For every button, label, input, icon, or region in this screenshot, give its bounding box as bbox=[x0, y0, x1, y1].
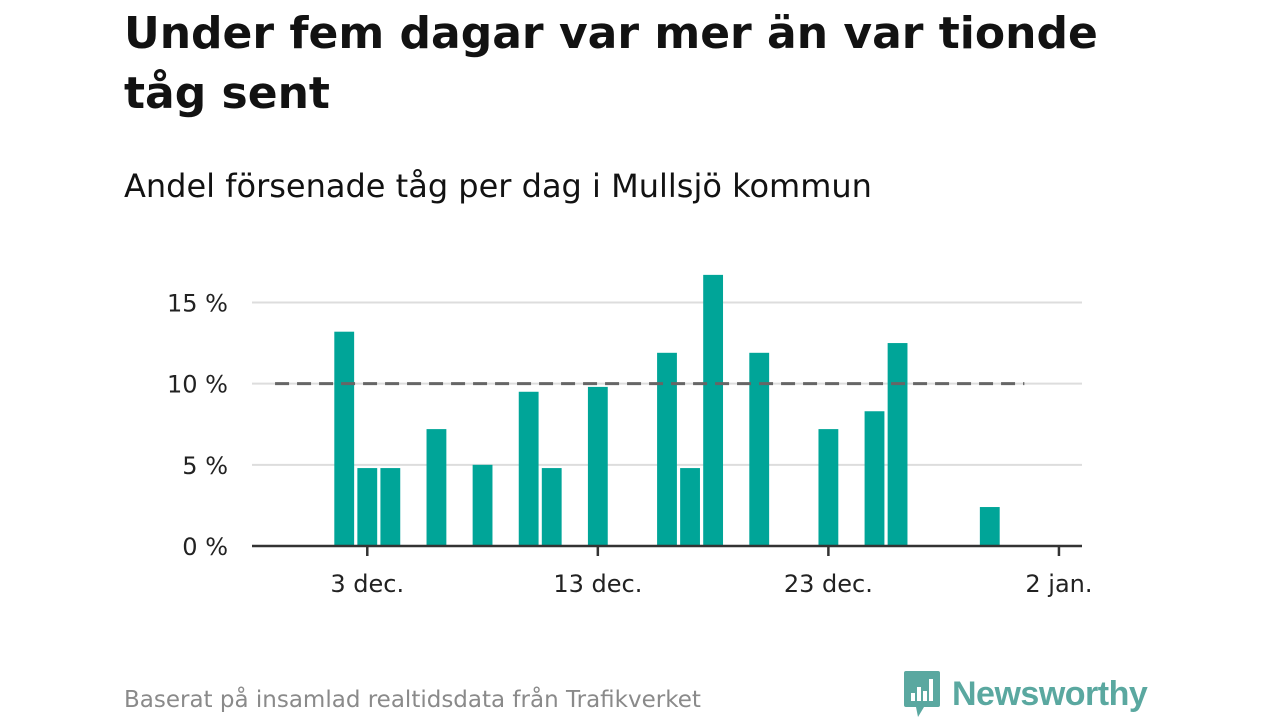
x-tick-label: 2 jan. bbox=[1025, 570, 1092, 598]
axis-layer: 0 % 5 % 10 % 15 % 3 dec. 13 dec. 23 dec. 2 jan. bbox=[167, 289, 1092, 598]
chart-subtitle: Andel försenade tåg per dag i Mullsjö ko… bbox=[124, 167, 872, 205]
y-tick-label: 10 % bbox=[167, 371, 228, 399]
y-tick-label: 5 % bbox=[182, 452, 228, 480]
bar bbox=[334, 331, 355, 546]
bar-chart: 0 % 5 % 10 % 15 % 3 dec. 13 dec. 23 dec. 2 jan. bbox=[167, 274, 1093, 598]
brand-name: Newsworthy bbox=[952, 674, 1148, 713]
bar bbox=[703, 274, 724, 546]
x-tick-label: 3 dec. bbox=[330, 570, 404, 598]
bar bbox=[426, 429, 447, 546]
x-tick-label: 23 dec. bbox=[784, 570, 873, 598]
newsworthy-logo-icon bbox=[904, 671, 940, 717]
bar bbox=[864, 411, 885, 546]
bar bbox=[472, 464, 493, 546]
bar bbox=[357, 468, 378, 546]
bar bbox=[587, 386, 608, 546]
bar bbox=[518, 391, 539, 546]
bar-layer bbox=[334, 274, 1000, 546]
bar bbox=[979, 507, 1000, 546]
bar bbox=[657, 352, 677, 546]
bar bbox=[680, 468, 700, 546]
bar bbox=[380, 468, 401, 546]
bar bbox=[818, 429, 839, 546]
bar bbox=[541, 468, 562, 546]
bar bbox=[887, 343, 908, 546]
source-note: Baserat på insamlad realtidsdata från Tr… bbox=[124, 687, 701, 713]
y-tick-label: 15 % bbox=[167, 289, 228, 317]
y-tick-label: 0 % bbox=[182, 533, 228, 561]
bar bbox=[749, 352, 770, 546]
x-tick-label: 13 dec. bbox=[553, 570, 642, 598]
chart-title: Under fem dagar var mer än var tionde tå… bbox=[124, 8, 1098, 119]
brand-logo: Newsworthy bbox=[902, 668, 1148, 720]
